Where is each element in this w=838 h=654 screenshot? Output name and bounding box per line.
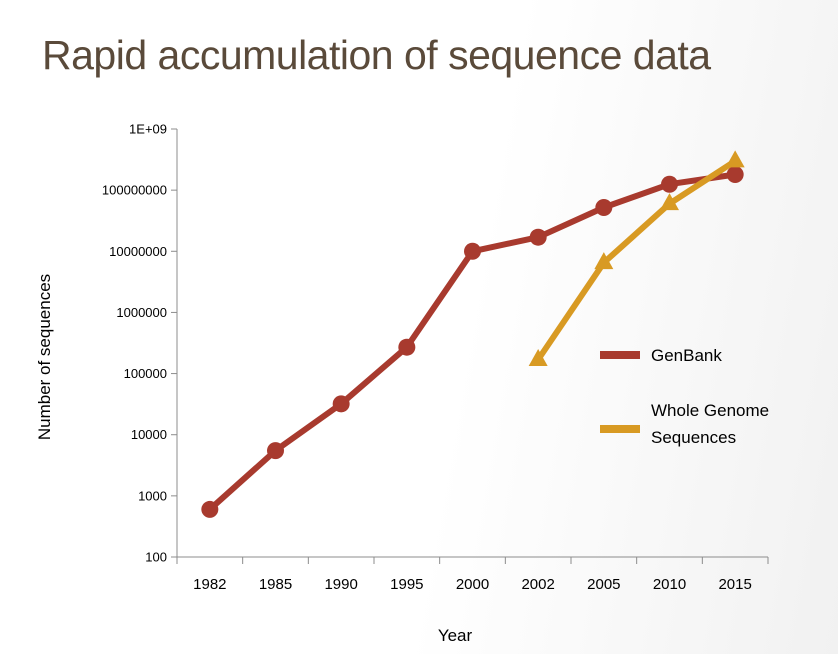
y-tick-label: 1000000 [116, 305, 167, 320]
legend-label-whole-genome: Whole Genome [651, 401, 769, 420]
data-point-marker [332, 395, 350, 413]
y-tick-label: 100000000 [102, 183, 167, 198]
data-point-marker [725, 150, 745, 168]
x-tick-label: 1982 [193, 576, 226, 593]
data-point-marker [267, 442, 284, 460]
x-tick-label: 2015 [718, 576, 751, 593]
chart-legend: GenBank Whole Genome Sequences [600, 346, 769, 447]
data-point-marker [528, 348, 548, 366]
data-point-marker [594, 252, 614, 270]
x-tick-label: 1990 [324, 576, 357, 593]
data-point-marker [661, 175, 678, 193]
data-point-marker [660, 193, 679, 211]
x-tick-label: 2005 [587, 576, 620, 593]
data-point-marker [529, 228, 547, 246]
series-genbank [201, 166, 744, 518]
data-point-marker [726, 166, 744, 184]
x-tick-label: 2002 [521, 576, 554, 593]
y-tick-label: 10000 [131, 427, 167, 442]
series-line [207, 171, 736, 512]
x-tick-label: 1985 [259, 576, 292, 593]
y-axis-title: Number of sequences [35, 274, 54, 440]
x-tick-label: 1995 [390, 576, 423, 593]
series-whole-genome-sequences [528, 150, 745, 366]
x-tick-label: 2010 [653, 576, 686, 593]
y-tick-label: 100 [145, 550, 167, 565]
data-point-marker [398, 338, 416, 356]
data-point-marker [464, 242, 481, 260]
legend-label-genbank: GenBank [651, 346, 722, 365]
x-tick-label: 2000 [456, 576, 489, 593]
x-axis-title: Year [438, 626, 473, 645]
y-tick-label: 10000000 [109, 244, 167, 259]
series-layer [201, 150, 745, 518]
legend-label-whole-genome: Sequences [651, 428, 736, 447]
y-tick-label: 1E+09 [129, 122, 167, 137]
data-point-marker [201, 500, 219, 518]
slide-title: Rapid accumulation of sequence data [42, 32, 711, 78]
series-line [535, 158, 737, 362]
data-point-marker [595, 199, 613, 217]
chart-axes: 100 1000 10000 100000 1000000 10000000 1000000… [102, 122, 769, 593]
y-tick-label: 100000 [124, 366, 167, 381]
y-tick-label: 1000 [138, 488, 167, 503]
